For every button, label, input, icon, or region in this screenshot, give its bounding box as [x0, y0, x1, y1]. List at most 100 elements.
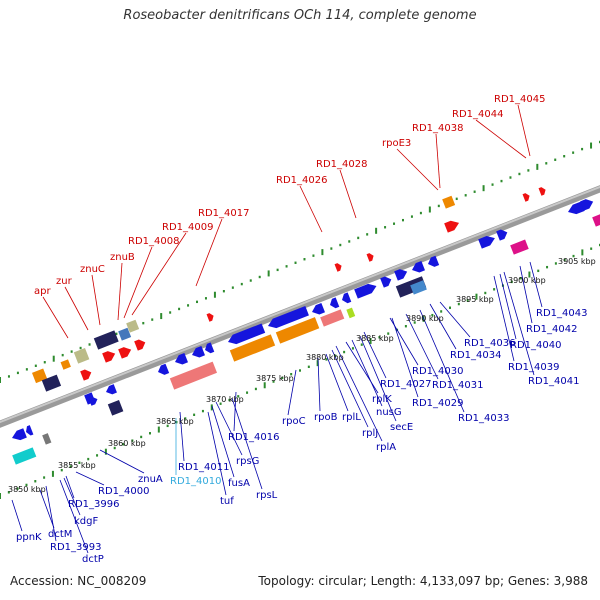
tick-mark-outer [500, 179, 503, 183]
gene-label-bottom: rpsL [256, 490, 278, 501]
tick-mark-outer [357, 236, 360, 240]
gene-feature-upper-shape [478, 236, 495, 249]
tick-mark-outer [213, 291, 216, 298]
tick-mark-inner [51, 470, 54, 477]
label-leaders [11, 104, 543, 554]
tick-mark-inner [484, 291, 487, 295]
gene-label-bottom: secE [390, 422, 413, 433]
gene-label-bottom: rplK [372, 394, 392, 405]
gene-label-bottom: rpoC [282, 416, 306, 427]
gene-features [12, 187, 600, 465]
tick-mark-outer [366, 233, 369, 236]
gene-label-top: RD1_4017 [198, 208, 249, 219]
tick-mark-outer [169, 311, 172, 314]
gene-block-orange-shape [275, 317, 320, 344]
tick-mark-outer [70, 350, 73, 353]
gene-feature-red [134, 339, 146, 351]
gene-feature-red-shape [118, 347, 132, 359]
tick-mark-outer [518, 172, 521, 176]
tick-mark-outer [258, 275, 261, 279]
gene-label-bottom: RD1_4029 [412, 398, 463, 409]
gene-feature-upper [175, 352, 188, 365]
tick-mark-inner [122, 443, 125, 446]
gene-label-bottom: tuf [220, 496, 234, 507]
gene-label-bottom: fusA [228, 478, 250, 489]
gene-label-bottom: RD1_4039 [508, 362, 559, 373]
gene-feature-upper-shape [580, 199, 594, 211]
map-title: Roseobacter denitrificans OCh 114, compl… [123, 8, 477, 23]
gene-feature-upper [496, 229, 508, 241]
label-leader [317, 357, 321, 412]
gene-block-steel-shape [118, 327, 132, 341]
label-leader [99, 449, 145, 474]
gene-feature-red-shape [538, 187, 546, 196]
tick-mark-inner [440, 310, 443, 313]
tick-mark-inner [404, 325, 407, 328]
tick-mark-outer [88, 343, 91, 346]
label-leader [179, 411, 185, 462]
gene-feature-upper [380, 276, 392, 288]
tick-mark-inner [43, 476, 46, 479]
gene-feature-red [444, 220, 460, 233]
tick-mark-outer [437, 204, 440, 208]
tick-mark-inner [299, 369, 301, 372]
gene-label-top: znuB [110, 252, 135, 263]
gene-feature-upper [330, 297, 340, 309]
tick-mark-inner [307, 365, 310, 369]
tick-mark-outer [267, 270, 270, 277]
gene-feature-upper [192, 345, 205, 358]
gene-block-orange-shape [229, 334, 276, 362]
gene-label-bottom: kdgF [74, 516, 98, 527]
tick-mark-inner [431, 313, 434, 317]
gene-label-bottom: RD1_4034 [450, 350, 501, 361]
label-leader [339, 169, 357, 219]
gene-feature-upper-shape [412, 260, 425, 273]
gene-block-steel-shape [410, 280, 427, 295]
gene-feature-upper [568, 201, 585, 215]
tick-mark-outer [410, 215, 413, 218]
gene-label-bottom: RD1_3996 [68, 499, 119, 510]
gene-block-navy [93, 330, 119, 350]
tick-mark-inner [25, 483, 28, 487]
tick-mark-inner [334, 354, 337, 357]
label-leader [131, 232, 187, 316]
gene-block-navy [107, 400, 124, 416]
tick-mark-inner [563, 258, 566, 261]
tick-mark-inner [254, 387, 257, 391]
gene-label-bottom: RD1_4041 [528, 376, 579, 387]
tick-mark-inner [537, 269, 540, 273]
kbp-scale: 3850 kbp 3855 kbp 3860 kbp 3865 kbp 3870 kbp… [8, 257, 596, 494]
tick-mark-inner [69, 465, 72, 468]
backbone-highlight [0, 185, 600, 424]
gene-block-green [346, 307, 356, 319]
tick-mark-outer [321, 249, 324, 256]
label-leader [45, 485, 57, 542]
tick-mark-inner [7, 491, 10, 494]
tick-mark-inner [157, 426, 160, 433]
gene-feature-upper-shape [428, 255, 440, 267]
gene-label-top: rpoE3 [382, 138, 411, 149]
kbp-label: 3860 kbp [108, 439, 146, 448]
gene-block-magenta [592, 213, 600, 227]
kbp-label: 3895 kbp [456, 295, 494, 304]
tick-mark-inner [175, 420, 178, 424]
tick-mark-outer [339, 243, 342, 247]
tick-mark-outer [34, 364, 37, 367]
gene-feature-red-shape [102, 351, 116, 363]
tick-mark-inner [493, 288, 496, 291]
gene-block-navy-shape [107, 400, 124, 416]
gene-feature-upper-shape [192, 345, 205, 358]
gene-block-tan [126, 319, 140, 333]
genome-summary: Topology: circular; Length: 4,133,097 bp… [258, 574, 588, 588]
tick-mark-outer [25, 368, 28, 371]
gene-feature-upper-shape [330, 297, 340, 309]
label-leader [42, 296, 69, 339]
gene-label-bottom: ppnK [16, 532, 42, 543]
gene-block-tan [73, 348, 90, 364]
gene-block-orange [60, 359, 71, 370]
gene-feature-upper [428, 255, 440, 267]
gene-label-bottom: RD1_3993 [50, 542, 101, 553]
tick-mark-outer [348, 240, 351, 243]
